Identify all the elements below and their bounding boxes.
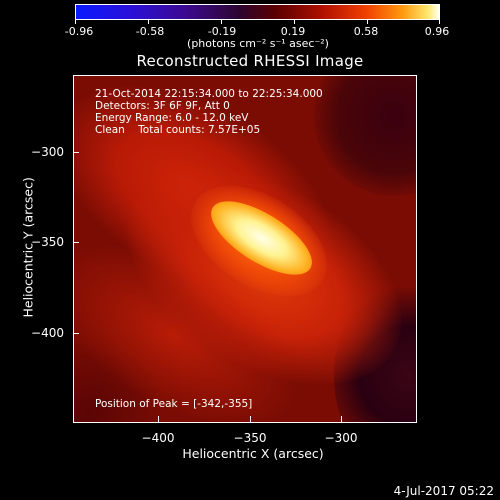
y-axis-label: Heliocentric Y (arcsec): [20, 177, 36, 318]
x-axis-tick: [341, 416, 342, 422]
y-axis-tick: [73, 242, 79, 243]
x-axis-label: Heliocentric X (arcsec): [182, 446, 324, 461]
y-axis-tick: [73, 333, 79, 334]
colorbar-tick: [148, 20, 149, 24]
colorbar-tick: [75, 20, 76, 24]
colorbar-tick: [221, 20, 222, 24]
y-tick-label: −300: [31, 145, 64, 159]
annotation-peak-position: Position of Peak = [-342,-355]: [95, 398, 253, 410]
colorbar: [75, 4, 440, 20]
colorbar-tick-label: 0.58: [353, 25, 379, 38]
colorbar-units: (photons cm⁻² s⁻¹ asec⁻²): [187, 37, 329, 50]
colorbar-tick: [294, 20, 295, 24]
x-tick-label: −350: [233, 431, 267, 445]
annotation-algorithm: Clean Total counts: 7.57E+05: [95, 124, 261, 136]
colorbar-tick-label: -0.19: [207, 25, 237, 38]
rhessi-image: [73, 75, 417, 423]
x-tick-label: −400: [141, 431, 175, 445]
annotation-time-range: 21-Oct-2014 22:15:34.000 to 22:25:34.000: [95, 88, 323, 100]
generation-timestamp: 4-Jul-2017 05:22: [393, 484, 494, 498]
annotation-energy-range: Energy Range: 6.0 - 12.0 keV: [95, 112, 249, 124]
colorbar-tick-label: 0.96: [424, 25, 450, 38]
x-axis-tick: [158, 416, 159, 422]
colorbar-tick-label: -0.96: [64, 25, 94, 38]
colorbar-tick: [439, 20, 440, 24]
y-axis-tick: [73, 152, 79, 153]
x-axis-tick: [250, 416, 251, 422]
colorbar-tick-label: -0.58: [135, 25, 165, 38]
annotation-detectors: Detectors: 3F 6F 9F, Att 0: [95, 100, 230, 112]
y-tick-label: −350: [31, 235, 64, 249]
image-title: Reconstructed RHESSI Image: [136, 52, 364, 70]
x-tick-label: −300: [324, 431, 358, 445]
y-tick-label: −400: [31, 326, 64, 340]
colorbar-tick: [367, 20, 368, 24]
colorbar-tick-label: 0.19: [280, 25, 306, 38]
